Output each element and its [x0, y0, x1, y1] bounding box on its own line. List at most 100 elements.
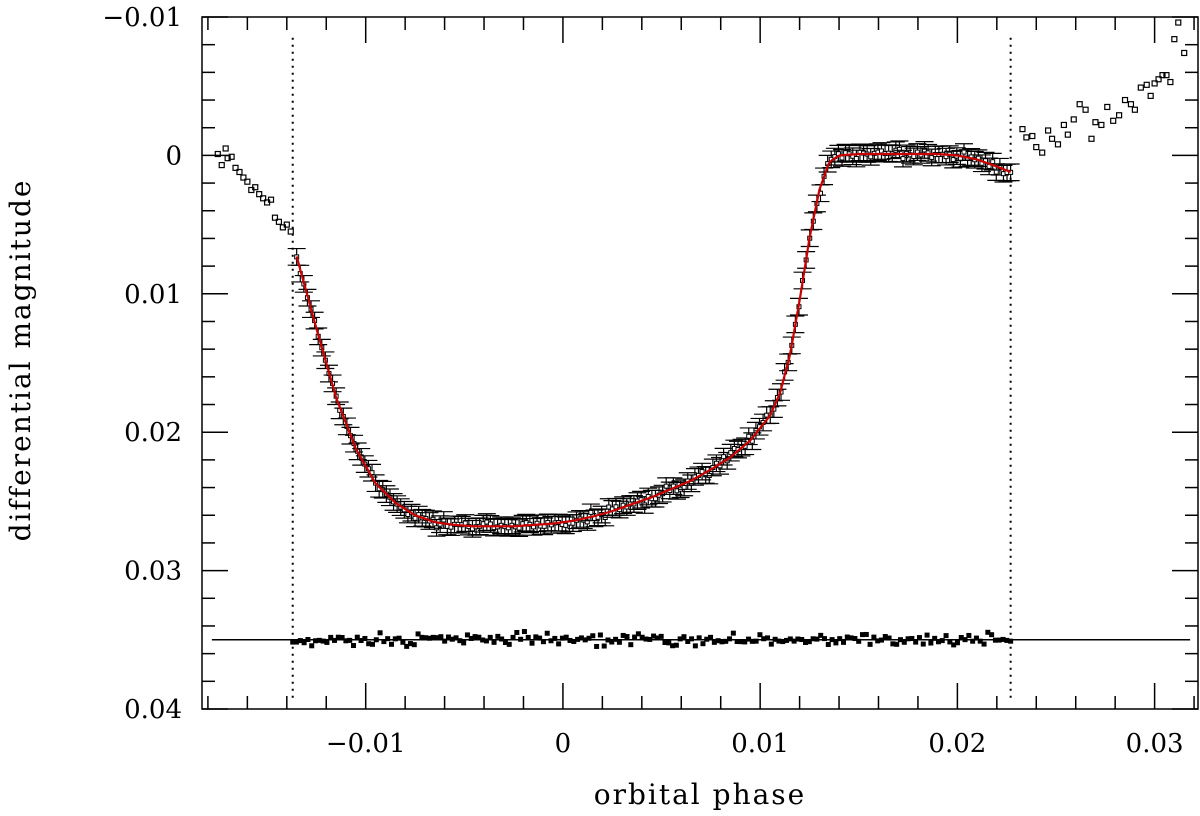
residual-point	[886, 635, 892, 641]
residual-point	[461, 640, 467, 646]
out-of-transit-point	[1116, 112, 1123, 119]
residual-point	[373, 637, 379, 643]
residual-point	[856, 638, 862, 644]
out-of-transit-point	[287, 228, 294, 235]
residual-point	[765, 635, 771, 641]
out-of-transit-point	[260, 195, 267, 202]
residual-point	[787, 636, 793, 642]
residual-point	[909, 636, 915, 642]
residual-point	[943, 633, 949, 639]
residual-point	[1008, 638, 1014, 644]
residual-point	[799, 637, 805, 643]
residual-point	[643, 636, 649, 642]
residual-point	[601, 643, 607, 649]
residual-point	[647, 636, 653, 642]
out-of-transit-point	[236, 168, 243, 176]
residual-point	[723, 638, 729, 644]
residual-point	[411, 642, 417, 648]
in-transit-point	[993, 169, 999, 175]
residual-point	[313, 638, 319, 644]
out-of-transit-point	[1039, 149, 1046, 156]
out-of-transit-point	[214, 150, 221, 158]
residual-point	[673, 642, 679, 648]
residual-point	[791, 638, 797, 644]
residual-point	[749, 638, 755, 644]
residual-point	[780, 639, 786, 645]
residual-point	[901, 639, 907, 645]
out-of-transit-point	[1082, 106, 1089, 113]
in-transit-point	[929, 154, 935, 160]
residual-point	[552, 635, 558, 641]
residual-point	[825, 641, 831, 647]
residual-point	[476, 634, 482, 640]
out-of-transit-point	[232, 164, 239, 171]
residual-point	[996, 637, 1002, 643]
y-tick-label: 0.03	[124, 557, 182, 587]
out-of-transit-point	[1159, 72, 1166, 79]
residual-point	[506, 641, 512, 647]
residual-point	[324, 639, 330, 645]
residual-point	[328, 634, 334, 640]
residual-point	[966, 632, 972, 638]
residual-point	[548, 638, 554, 644]
residual-point	[905, 636, 911, 642]
out-of-transit-point	[244, 178, 251, 185]
residual-point	[404, 643, 410, 649]
residual-point	[590, 633, 596, 639]
residual-point	[692, 643, 698, 649]
residual-point	[985, 629, 991, 635]
residual-point	[294, 639, 300, 645]
residual-point	[381, 639, 387, 645]
residual-point	[567, 637, 573, 643]
out-of-transit-point	[1076, 101, 1083, 108]
out-of-transit-point	[1137, 84, 1144, 91]
residual-point	[430, 634, 436, 640]
residual-point	[742, 639, 748, 645]
residual-point	[654, 635, 660, 641]
residual-point	[366, 641, 372, 647]
residual-point	[297, 638, 303, 644]
x-tick-label: 0.02	[928, 729, 986, 759]
out-of-transit-point	[1163, 72, 1170, 79]
residual-point	[954, 640, 960, 646]
residual-point	[822, 636, 828, 642]
y-tick-label: 0.04	[124, 695, 182, 725]
residual-point	[890, 641, 896, 647]
residual-point	[609, 639, 615, 645]
residual-point	[738, 639, 744, 645]
out-of-transit-point	[1098, 121, 1105, 129]
residual-point	[932, 635, 938, 641]
residual-point	[818, 632, 824, 638]
residual-point	[863, 631, 869, 637]
residual-point	[571, 638, 577, 644]
residual-point	[776, 638, 782, 644]
plot-frame	[201, 16, 1199, 710]
residual-point	[920, 641, 926, 647]
residual-point	[480, 637, 486, 643]
out-of-transit-point	[1104, 103, 1111, 111]
residual-point	[518, 636, 524, 642]
residual-point	[973, 635, 979, 641]
residual-point	[894, 641, 900, 647]
residual-point	[347, 637, 353, 643]
residual-point	[445, 634, 451, 640]
residual-point	[768, 641, 774, 647]
residual-point	[981, 641, 987, 647]
residual-point	[867, 641, 873, 647]
residual-point	[415, 631, 421, 637]
residual-point	[829, 637, 835, 643]
residual-point	[594, 643, 600, 649]
out-of-transit-point	[271, 214, 279, 221]
in-transit-point	[663, 483, 669, 489]
residual-point	[727, 636, 733, 642]
residual-point	[301, 640, 307, 646]
residual-point	[385, 636, 391, 642]
residual-point	[423, 635, 429, 641]
residual-point	[784, 637, 790, 643]
residual-point	[540, 639, 546, 645]
residual-point	[316, 637, 322, 643]
residual-point	[859, 632, 865, 638]
residual-point	[521, 629, 527, 635]
residual-point	[977, 638, 983, 644]
residual-point	[620, 632, 626, 638]
